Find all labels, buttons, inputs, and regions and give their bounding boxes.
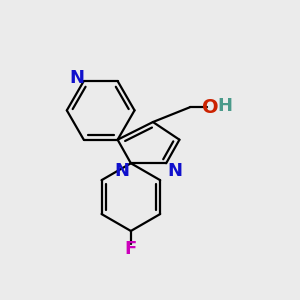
Text: O: O	[202, 98, 219, 117]
Text: H: H	[217, 97, 232, 115]
Text: N: N	[69, 69, 84, 87]
Text: F: F	[125, 240, 137, 258]
Text: N: N	[115, 162, 130, 180]
Text: N: N	[167, 162, 182, 180]
